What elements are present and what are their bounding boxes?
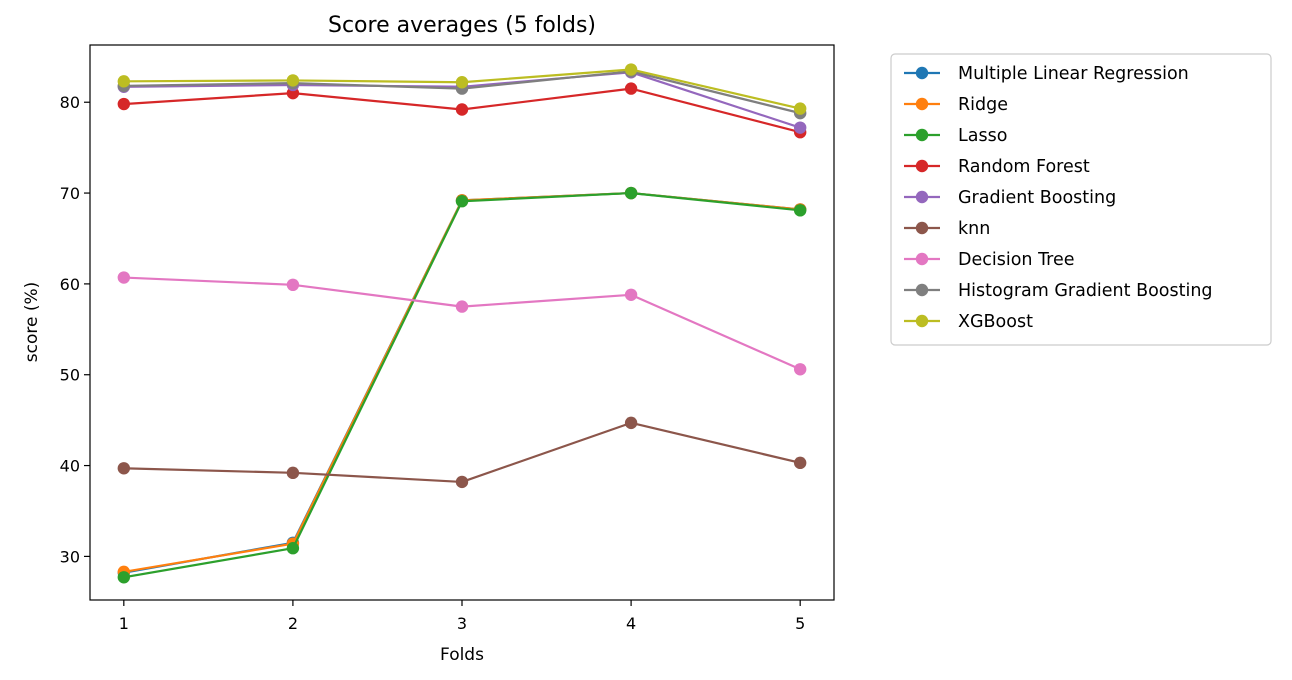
data-point <box>624 186 638 200</box>
legend-marker <box>915 252 929 266</box>
legend-label: Histogram Gradient Boosting <box>958 281 1213 301</box>
data-point <box>286 74 300 87</box>
y-tick-label: 50 <box>60 366 80 385</box>
x-tick-label: 3 <box>457 614 467 633</box>
x-tick-label: 2 <box>288 614 298 633</box>
y-tick-label: 80 <box>60 93 80 112</box>
data-point <box>624 82 638 95</box>
legend-item: Ridge <box>904 95 1008 115</box>
data-point <box>455 103 469 116</box>
legend-item: knn <box>904 219 990 239</box>
x-tick-label: 5 <box>795 614 805 633</box>
data-point <box>117 271 131 284</box>
legend-marker <box>915 221 929 235</box>
data-point <box>624 416 638 430</box>
legend-marker <box>915 190 929 204</box>
legend-item: Gradient Boosting <box>904 188 1116 208</box>
legend-label: Ridge <box>958 95 1008 115</box>
data-point <box>117 571 131 584</box>
legend-label: knn <box>958 219 990 239</box>
data-point <box>793 204 807 217</box>
series-line <box>123 191 801 579</box>
plot-area <box>89 44 835 601</box>
data-point <box>793 121 807 134</box>
legend-label: Random Forest <box>958 157 1090 177</box>
legend-marker <box>915 283 929 297</box>
data-point <box>286 466 300 480</box>
data-point <box>793 363 807 376</box>
x-tick-label: 4 <box>626 614 636 633</box>
x-axis: 1 2 3 4 5 <box>119 600 805 633</box>
data-point <box>624 288 638 301</box>
data-point <box>793 102 807 115</box>
legend-item: Lasso <box>904 126 1007 146</box>
data-point <box>793 456 807 470</box>
legend-label: Lasso <box>958 126 1007 146</box>
data-point <box>455 195 469 208</box>
legend-label: Gradient Boosting <box>958 188 1116 208</box>
y-axis-label: score (%) <box>22 282 42 363</box>
series-group <box>117 271 807 376</box>
legend-marker <box>915 97 929 111</box>
data-point <box>117 75 131 88</box>
legend-item: Decision Tree <box>904 250 1075 270</box>
legend-marker <box>915 159 929 173</box>
series-group <box>117 416 807 489</box>
y-tick-label: 40 <box>60 457 80 476</box>
series-line <box>123 191 801 573</box>
data-point <box>624 63 638 76</box>
data-point <box>117 97 131 111</box>
y-tick-label: 60 <box>60 275 80 294</box>
series-group <box>117 186 807 584</box>
legend-label: XGBoost <box>958 312 1033 332</box>
data-point <box>455 475 469 489</box>
x-tick-label: 1 <box>119 614 129 633</box>
series-line <box>123 421 801 484</box>
legend-label: Multiple Linear Regression <box>958 64 1189 84</box>
legend-item: Multiple Linear Regression <box>904 64 1189 84</box>
legend-item: Random Forest <box>904 157 1090 177</box>
legend-marker <box>915 66 929 80</box>
series-line <box>123 191 801 574</box>
chart-title: Score averages (5 folds) <box>328 13 596 38</box>
legend-marker <box>915 128 929 142</box>
series-group <box>117 186 807 579</box>
data-point <box>455 76 469 89</box>
data-point <box>455 300 469 313</box>
x-axis-label: Folds <box>440 645 484 665</box>
legend-marker <box>915 314 929 328</box>
legend-label: Decision Tree <box>958 250 1075 270</box>
data-point <box>286 278 300 292</box>
legend-item: XGBoost <box>904 312 1033 332</box>
data-point <box>117 462 131 475</box>
series-line <box>123 276 801 371</box>
y-tick-label: 70 <box>60 184 80 203</box>
legend-box <box>890 53 1272 346</box>
y-axis: 30 40 50 60 70 80 <box>60 93 90 566</box>
legend-item: Histogram Gradient Boosting <box>904 281 1213 301</box>
plot-frame <box>89 44 835 601</box>
series-group <box>117 186 807 579</box>
data-point <box>286 542 300 555</box>
y-tick-label: 30 <box>60 547 80 566</box>
legend: Multiple Linear Regression Ridge Lasso Rand… <box>890 53 1272 346</box>
series-group <box>117 63 807 115</box>
